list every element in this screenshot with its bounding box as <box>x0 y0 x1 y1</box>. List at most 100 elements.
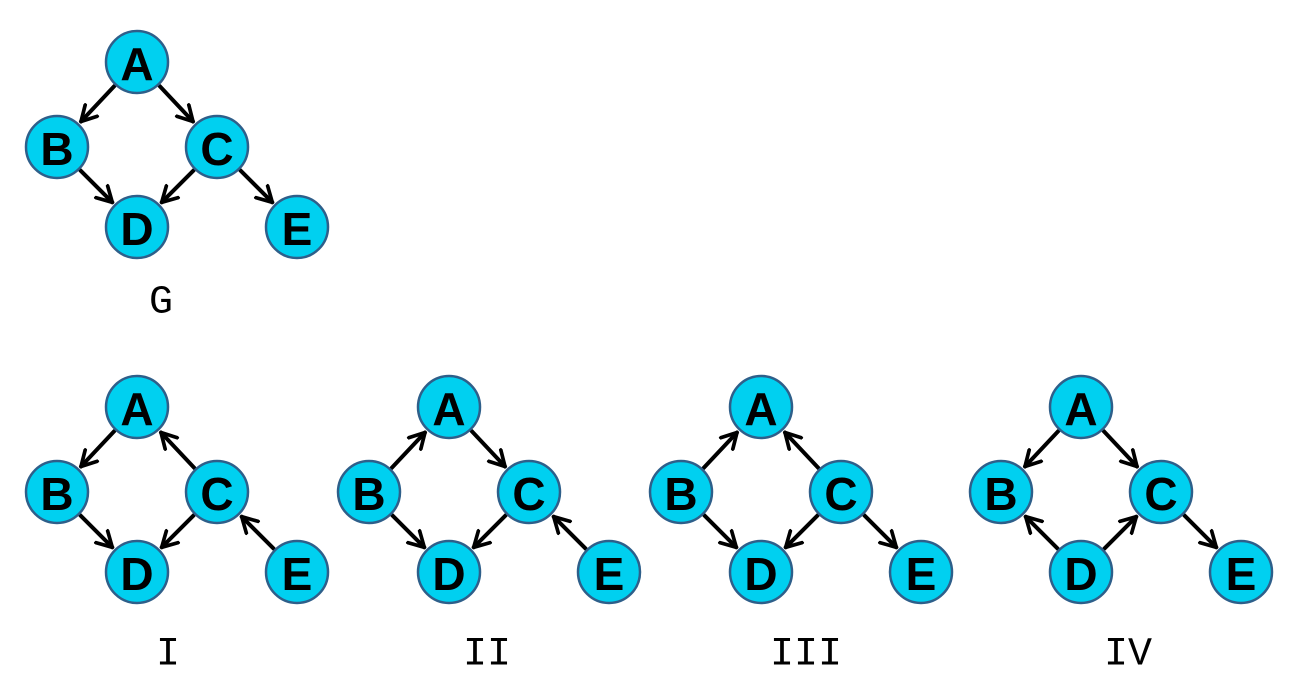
graph-caption: IV <box>1104 633 1152 678</box>
node-label: A <box>120 38 153 90</box>
node-label: D <box>120 203 153 255</box>
node-c: C <box>496 459 562 525</box>
node-a: A <box>104 29 170 95</box>
node-e: E <box>264 539 330 605</box>
edge-d-to-c <box>1102 514 1139 551</box>
graph-caption: II <box>463 633 511 678</box>
edge-c-to-e <box>1182 513 1219 550</box>
edge-c-to-e <box>238 168 275 205</box>
edge-c-to-a <box>159 430 197 470</box>
edge-d-to-b <box>1023 514 1060 551</box>
node-label: A <box>432 383 465 435</box>
graph-ii: AB CD E II <box>336 374 642 678</box>
edge-c-to-d <box>159 168 196 205</box>
node-label: E <box>282 203 313 255</box>
node-circle <box>1048 374 1114 440</box>
node-label: A <box>120 383 153 435</box>
node-a: A <box>1048 374 1114 440</box>
node-circle <box>496 459 562 525</box>
graph-caption: G <box>149 281 173 326</box>
node-label: D <box>744 548 777 600</box>
node-circle <box>728 374 794 440</box>
node-circle <box>104 194 170 260</box>
edge-b-to-d <box>702 513 739 550</box>
edge-a-to-c <box>157 84 195 124</box>
node-label: E <box>906 548 937 600</box>
edge-b-to-a <box>389 430 427 470</box>
node-circle <box>728 539 794 605</box>
node-circle <box>184 459 250 525</box>
node-label: A <box>1064 383 1097 435</box>
edge-e-to-c <box>239 514 276 551</box>
node-e: E <box>576 539 642 605</box>
node-d: D <box>1048 539 1114 605</box>
graph-i: AB CD E I <box>24 374 330 678</box>
node-label: B <box>984 468 1017 520</box>
graph-caption: I <box>156 633 180 678</box>
edge-a-to-c <box>469 429 507 469</box>
node-label: D <box>1064 548 1097 600</box>
node-label: A <box>744 383 777 435</box>
node-circle <box>576 539 642 605</box>
node-label: C <box>824 468 857 520</box>
node-c: C <box>184 114 250 180</box>
node-circle <box>336 459 402 525</box>
node-circle <box>184 114 250 180</box>
edge-b-to-d <box>78 513 115 550</box>
node-circle <box>1048 539 1114 605</box>
edges <box>78 84 275 205</box>
node-circle <box>416 539 482 605</box>
node-a: A <box>416 374 482 440</box>
edge-c-to-e <box>862 513 899 550</box>
edge-c-to-d <box>159 513 196 550</box>
node-label: B <box>40 123 73 175</box>
node-circle <box>1128 459 1194 525</box>
node-circle <box>24 114 90 180</box>
graph-caption: III <box>770 633 842 678</box>
node-label: C <box>1144 468 1177 520</box>
node-c: C <box>1128 459 1194 525</box>
edge-b-to-a <box>701 430 739 470</box>
node-b: B <box>24 459 90 525</box>
node-circle <box>416 374 482 440</box>
node-label: B <box>352 468 385 520</box>
node-a: A <box>104 374 170 440</box>
node-b: B <box>648 459 714 525</box>
node-e: E <box>888 539 954 605</box>
graph-iv: AB CD E IV <box>968 374 1274 678</box>
edges <box>701 430 899 550</box>
node-label: E <box>594 548 625 600</box>
node-circle <box>968 459 1034 525</box>
node-d: D <box>416 539 482 605</box>
node-c: C <box>808 459 874 525</box>
edge-a-to-b <box>79 84 117 124</box>
node-circle <box>888 539 954 605</box>
edge-a-to-b <box>1023 429 1061 469</box>
node-label: C <box>512 468 545 520</box>
node-d: D <box>104 539 170 605</box>
node-label: C <box>200 468 233 520</box>
node-circle <box>264 539 330 605</box>
node-circle <box>104 374 170 440</box>
node-label: B <box>664 468 697 520</box>
edge-e-to-c <box>551 514 588 551</box>
node-b: B <box>968 459 1034 525</box>
node-e: E <box>1208 539 1274 605</box>
edges <box>389 429 588 551</box>
node-label: E <box>1226 548 1257 600</box>
graph-iii: AB CD E III <box>648 374 954 678</box>
node-label: C <box>200 123 233 175</box>
node-d: D <box>728 539 794 605</box>
node-circle <box>648 459 714 525</box>
edges <box>78 429 276 551</box>
edge-a-to-c <box>1101 429 1139 469</box>
node-label: B <box>40 468 73 520</box>
node-b: B <box>336 459 402 525</box>
graph-g: AB CD E G <box>24 29 330 326</box>
edges <box>1023 429 1219 551</box>
node-label: E <box>282 548 313 600</box>
node-b: B <box>24 114 90 180</box>
node-e: E <box>264 194 330 260</box>
edge-c-to-a <box>783 430 821 470</box>
